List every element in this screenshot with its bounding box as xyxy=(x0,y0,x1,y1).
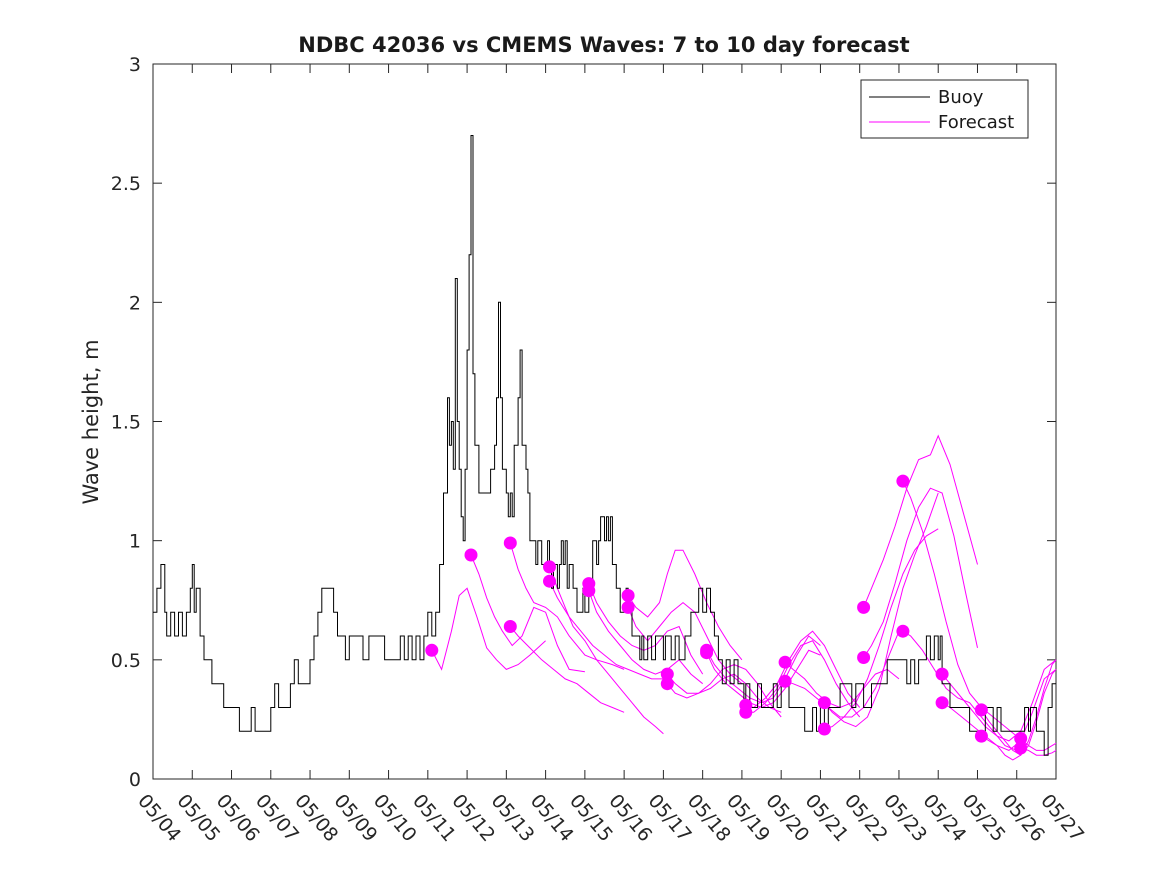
forecast-line-22 xyxy=(863,487,978,658)
forecast-start-marker-20 xyxy=(817,722,831,736)
forecast-start-marker-4 xyxy=(503,620,517,633)
legend-box xyxy=(860,79,1029,139)
forecast-start-marker-5 xyxy=(543,560,556,574)
forecast-start-marker-26 xyxy=(935,696,949,710)
forecast-start-marker-8 xyxy=(582,584,596,598)
forecast-start-marker-1 xyxy=(425,643,439,657)
plot-frame xyxy=(152,63,1057,780)
forecast-start-marker-24 xyxy=(896,624,910,638)
forecast-line-21 xyxy=(863,434,978,608)
y-tick-label: 2.5 xyxy=(111,173,141,195)
plot-area: 00.511.522.5305/0405/0505/0605/0705/0805… xyxy=(111,54,1088,846)
forecast-line-9 xyxy=(627,549,743,661)
forecast-line-29 xyxy=(1020,738,1057,751)
legend-label-buoy: Buoy xyxy=(938,87,984,108)
forecast-start-marker-14 xyxy=(700,646,714,660)
y-tick-label: 0 xyxy=(129,769,141,791)
forecast-start-marker-10 xyxy=(621,600,635,614)
forecast-line-8 xyxy=(588,590,704,685)
forecast-line-30 xyxy=(1020,747,1057,756)
forecast-start-marker-18 xyxy=(778,674,792,688)
forecast-start-marker-21 xyxy=(857,600,871,614)
y-tick-label: 2 xyxy=(129,292,141,314)
forecast-line-6 xyxy=(549,580,664,680)
buoy-line xyxy=(153,135,1056,756)
forecast-line-25 xyxy=(941,659,1057,742)
forecast-start-marker-2 xyxy=(464,548,478,562)
forecast-start-marker-16 xyxy=(739,705,753,719)
forecast-start-marker-29 xyxy=(1014,732,1028,745)
forecast-start-marker-27 xyxy=(974,703,988,717)
forecast-start-marker-6 xyxy=(543,574,556,588)
chart-title: NDBC 42036 vs CMEMS Waves: 7 to 10 day f… xyxy=(298,33,909,57)
forecast-line-2 xyxy=(470,554,585,673)
y-axis-label: Wave height, m xyxy=(79,339,103,504)
forecast-start-marker-22 xyxy=(857,651,871,664)
forecast-line-20 xyxy=(824,528,939,730)
y-tick-label: 0.5 xyxy=(111,650,141,672)
forecast-start-marker-9 xyxy=(621,589,635,602)
forecast-line-5 xyxy=(549,566,664,735)
forecast-line-3 xyxy=(509,542,625,670)
y-tick-label: 3 xyxy=(129,54,141,76)
forecast-start-marker-11 xyxy=(660,667,674,681)
forecast-line-1 xyxy=(431,587,546,671)
forecast-start-marker-3 xyxy=(503,536,517,550)
forecast-start-marker-12 xyxy=(660,677,674,691)
y-tick-label: 1 xyxy=(129,531,141,553)
legend-label-forecast: Forecast xyxy=(938,112,1014,133)
forecast-start-marker-19 xyxy=(817,696,831,710)
forecast-start-marker-17 xyxy=(778,655,792,669)
forecast-start-marker-23 xyxy=(896,474,910,488)
forecast-line-28 xyxy=(981,659,1057,761)
legend: Buoy Forecast xyxy=(860,79,1029,139)
forecast-start-marker-25 xyxy=(935,667,949,681)
forecast-start-marker-28 xyxy=(974,729,988,743)
forecast-line-18 xyxy=(784,631,900,718)
y-tick-label: 1.5 xyxy=(111,412,141,434)
forecast-start-marker-30 xyxy=(1014,741,1028,755)
forecast-line-4 xyxy=(509,626,625,713)
